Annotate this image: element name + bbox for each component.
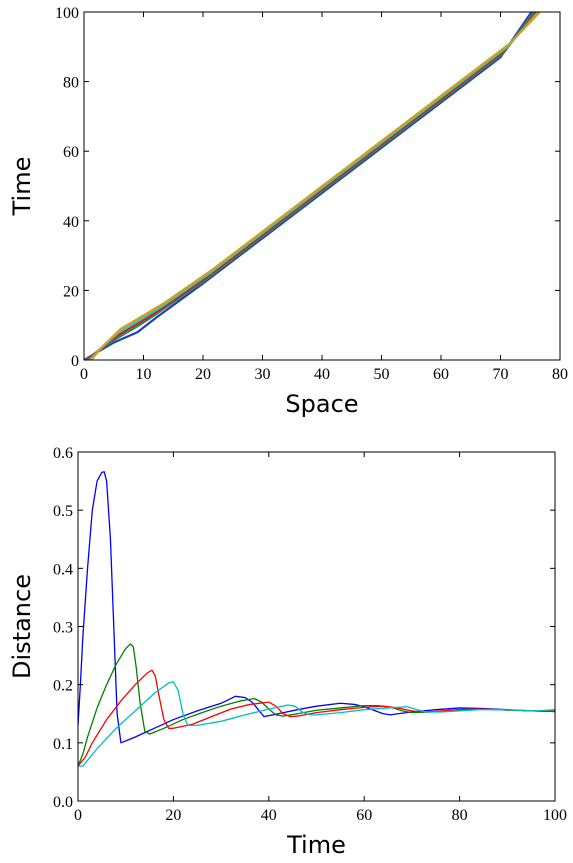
series-line-1 — [78, 471, 555, 744]
y-tick-label: 20 — [63, 283, 79, 300]
y-tick-label: 0.3 — [53, 620, 73, 637]
series-line-5 — [90, 12, 541, 360]
series-line-3 — [86, 12, 538, 360]
x-tick-label: 60 — [356, 807, 372, 824]
series-group — [78, 471, 555, 767]
series-line-2 — [78, 643, 555, 767]
x-tick-label: 0 — [74, 807, 82, 824]
x-axis-label: Time — [286, 831, 346, 859]
series-line-1 — [84, 12, 533, 360]
x-tick-label: 80 — [552, 366, 568, 383]
series-line-2 — [85, 12, 535, 360]
series-group — [84, 12, 541, 360]
y-tick-label: 0.1 — [53, 736, 73, 753]
x-tick-label: 50 — [374, 366, 390, 383]
y-axis-label: Time — [8, 157, 36, 217]
distance-time-chart: 0 20 40 60 80 100 0.0 0.1 0.2 0.3 0.4 0.5 0.6 Time Dis… — [8, 445, 567, 859]
y-tick-label: 0.5 — [53, 503, 73, 520]
x-tick-label: 60 — [433, 366, 449, 383]
x-tick-label: 40 — [261, 807, 277, 824]
x-tick-label: 20 — [195, 366, 211, 383]
x-tick-label: 30 — [255, 366, 271, 383]
x-tick-label: 80 — [452, 807, 468, 824]
y-tick-label: 80 — [63, 75, 79, 92]
y-tick-label: 0.4 — [53, 561, 73, 578]
x-tick-label: 70 — [493, 366, 509, 383]
x-tick-label: 0 — [80, 366, 88, 383]
y-tick-label: 0.2 — [53, 678, 73, 695]
space-time-chart: 0 10 20 30 40 50 60 70 80 0 20 40 60 80 100 Space Time — [8, 5, 568, 418]
y-tick-label: 100 — [55, 5, 79, 22]
x-tick-label: 10 — [136, 366, 152, 383]
y-tick-label: 0 — [71, 353, 79, 370]
plot-frame — [77, 451, 556, 802]
y-tick-label: 40 — [63, 214, 79, 231]
x-tick-label: 100 — [543, 807, 567, 824]
y-tick-label: 0.0 — [53, 794, 73, 811]
series-line-4 — [78, 681, 555, 767]
y-tick-label: 0.6 — [53, 445, 73, 462]
series-line-3 — [78, 669, 555, 767]
x-tick-label: 20 — [165, 807, 181, 824]
x-tick-label: 40 — [314, 366, 330, 383]
x-axis-label: Space — [285, 390, 358, 418]
y-tick-label: 60 — [63, 144, 79, 161]
y-axis-label: Distance — [8, 574, 36, 679]
